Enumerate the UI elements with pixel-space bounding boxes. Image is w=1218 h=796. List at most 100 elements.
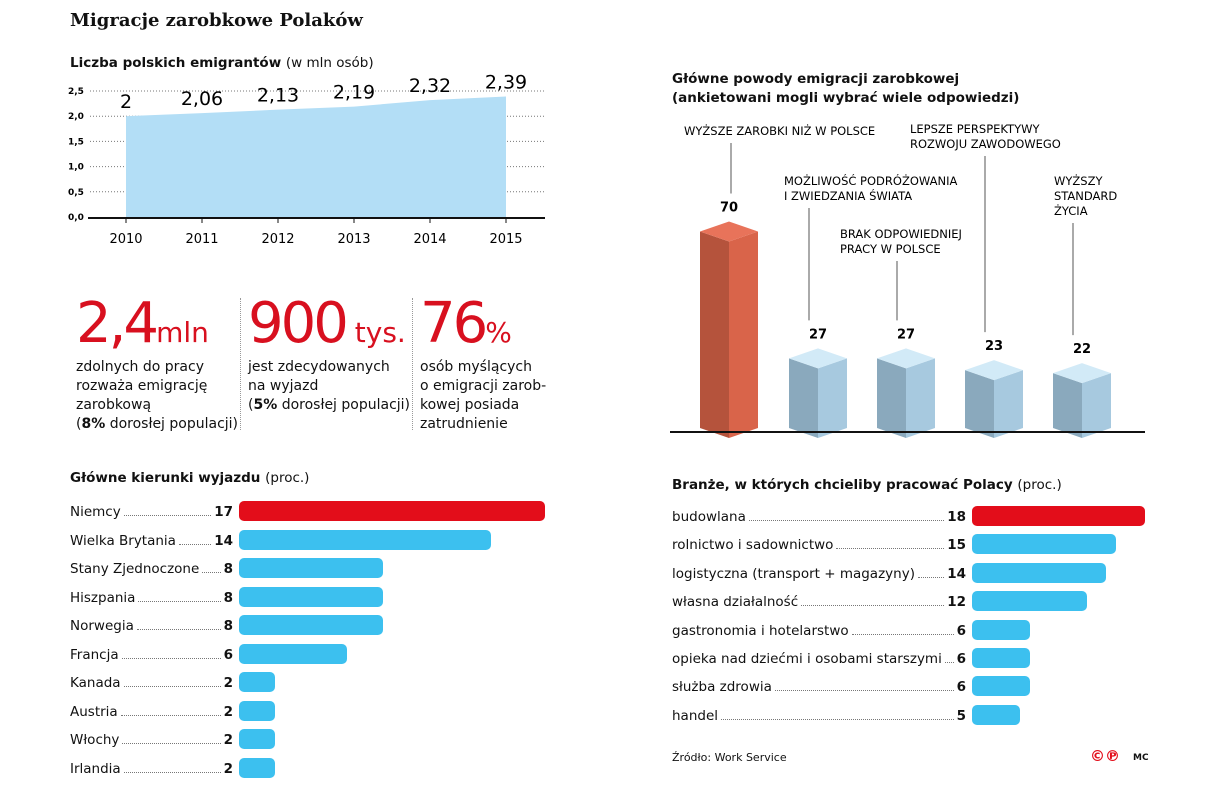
bar-row: handel 5	[672, 706, 966, 724]
category-label: Austria	[70, 703, 118, 720]
bar-row: Hiszpania 8	[70, 588, 233, 606]
bar	[994, 370, 1023, 438]
leader-dots	[138, 600, 221, 602]
value-label: 22	[1073, 342, 1091, 357]
category-label: WYŻSZE ZAROBKI NIŻ W POLSCE	[684, 123, 875, 138]
y-tick-label: 2,5	[68, 87, 84, 97]
category-label: WYŻSZY	[1054, 173, 1103, 188]
bar-top	[877, 348, 935, 369]
category-label: budowlana	[672, 509, 746, 525]
stat-value: 76%	[420, 291, 512, 356]
leader-dots	[917, 576, 945, 578]
value-label: 8	[223, 561, 233, 577]
data-label: 2	[120, 91, 132, 113]
category-label: ŻYCIA	[1054, 203, 1088, 218]
y-tick-label: 1,5	[68, 137, 84, 147]
data-label: 2,06	[181, 88, 223, 110]
publisher-logo: ©℗	[1090, 747, 1120, 765]
bar-side	[877, 358, 906, 438]
bar-row: Stany Zjednoczone 8	[70, 559, 233, 577]
bar-row: budowlana 18	[672, 507, 966, 525]
industries-title: Branże, w których chcieliby pracować Pol…	[672, 477, 1062, 493]
bar	[818, 358, 847, 438]
page-title: Migracje zarobkowe Polaków	[70, 10, 363, 31]
stat-description: osób myślących o emigracji zarob-kowej po…	[420, 359, 547, 432]
bar-top	[1053, 363, 1111, 384]
stat-value: 2,4mln	[76, 291, 209, 356]
bar-top	[789, 348, 847, 369]
leader-dots	[202, 572, 221, 573]
leader-dots	[136, 629, 221, 630]
value-label: 27	[809, 327, 827, 342]
bar-side	[965, 370, 994, 438]
bar	[972, 676, 1030, 697]
leader-dots	[123, 515, 212, 516]
value-label: 2	[223, 760, 233, 777]
area-series	[126, 96, 506, 217]
bar	[729, 231, 758, 438]
bar	[239, 643, 347, 664]
data-label: 2,32	[409, 75, 451, 97]
stat-description: zdolnych do pracy rozważa emigrację zarobk…	[76, 359, 239, 432]
area-chart-title: Liczba polskich emigrantów (w mln osób)	[70, 55, 374, 71]
bar	[1082, 373, 1111, 438]
category-label: logistyczna (transport + magazyny)	[672, 565, 915, 582]
value-label: 8	[223, 618, 233, 634]
bar-top	[700, 221, 758, 242]
bar	[972, 591, 1088, 612]
bar	[972, 648, 1030, 668]
leader-dots	[944, 662, 954, 663]
value-label: 2	[223, 675, 233, 691]
value-label: 8	[223, 589, 233, 606]
bar-row: Kanada 2	[70, 673, 233, 691]
category-label: LEPSZE PERSPEKTYWY	[910, 122, 1040, 136]
category-label: Kanada	[70, 675, 121, 691]
x-tick-label: 2013	[337, 232, 370, 247]
leader-dots	[123, 771, 221, 773]
value-label: 17	[214, 504, 233, 520]
bar-row: Niemcy 17	[70, 502, 233, 520]
bar-row: opieka nad dziećmi i osobami starszymi 6	[672, 649, 966, 667]
leader-dots	[178, 543, 212, 545]
bar-row: logistyczna (transport + magazyny) 14	[672, 564, 966, 582]
value-label: 12	[947, 594, 966, 611]
leader-dots	[836, 548, 945, 550]
bar	[972, 619, 1030, 640]
author: MC	[1133, 753, 1149, 763]
bar-row: Austria 2	[70, 702, 233, 720]
bar-row: Wielka Brytania 14	[70, 531, 233, 549]
bar-row: Norwegia 8	[70, 616, 233, 634]
value-label: 6	[223, 646, 233, 663]
bar	[239, 529, 491, 550]
stat-value: 900 tys.	[248, 291, 406, 356]
bar-side	[789, 358, 818, 438]
value-label: 2	[223, 703, 233, 720]
stat-description: jest zdecydowanych na wyjazd (5% dorosłej …	[248, 359, 411, 413]
category-label: STANDARD	[1054, 189, 1117, 203]
category-label: PRACY W POLSCE	[840, 242, 941, 256]
data-label: 2,13	[257, 85, 299, 107]
value-label: 5	[956, 707, 966, 724]
category-label: Niemcy	[70, 504, 121, 520]
value-label: 14	[947, 565, 966, 582]
x-tick-label: 2011	[185, 232, 218, 247]
bar	[972, 534, 1116, 555]
leader-dots	[774, 690, 954, 692]
value-label: 23	[985, 339, 1003, 354]
leader-dots	[851, 633, 954, 635]
value-label: 6	[956, 679, 966, 696]
reasons-title: Główne powody emigracji zarobkowej (ankie…	[672, 71, 1020, 106]
value-label: 18	[947, 509, 966, 525]
category-label: gastronomia i hotelarstwo	[672, 622, 849, 639]
leader-dots	[120, 714, 221, 716]
divider	[240, 298, 241, 430]
category-label: MOŻLIWOŚĆ PODRÓŻOWANIA	[784, 173, 957, 188]
leader-dots	[122, 743, 221, 744]
bar-row: Włochy 2	[70, 730, 233, 748]
bar	[239, 672, 275, 692]
y-tick-label: 0,5	[68, 188, 84, 198]
value-label: 15	[947, 537, 966, 554]
leader-dots	[748, 520, 945, 521]
x-tick-label: 2015	[489, 232, 522, 247]
value-label: 27	[897, 327, 915, 342]
